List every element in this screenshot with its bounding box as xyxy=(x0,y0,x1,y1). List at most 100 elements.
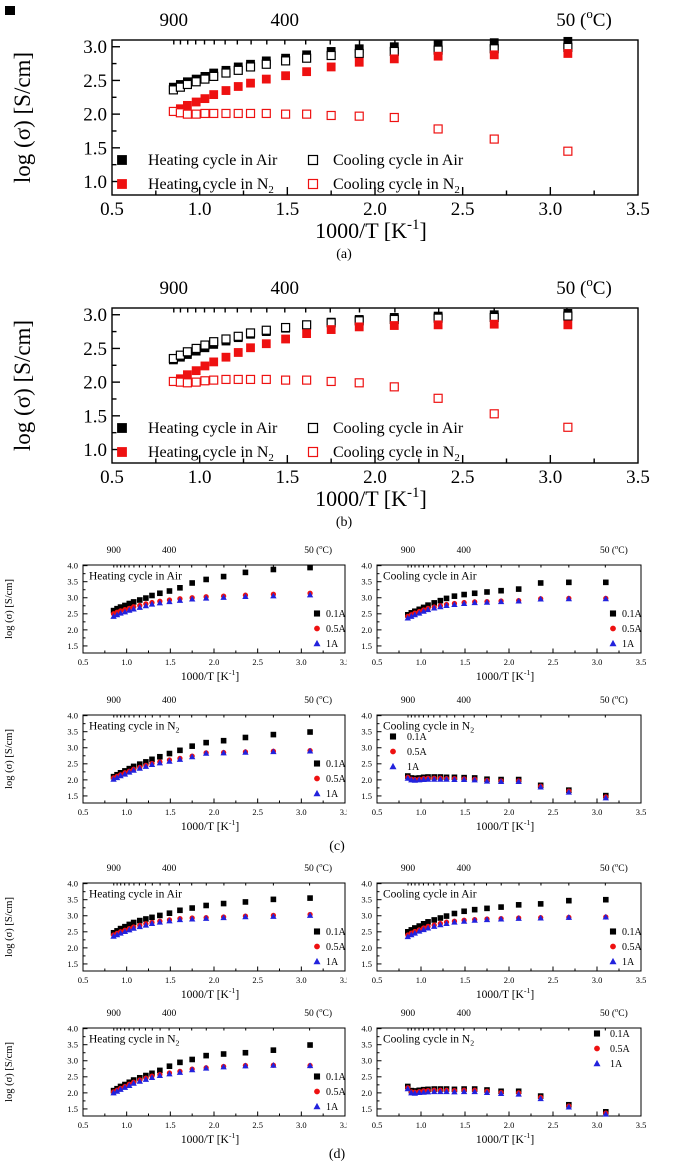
data-points-1a xyxy=(404,775,609,801)
y-axis-title: log (σ) [S/cm] xyxy=(10,52,35,183)
data-points-0-5a xyxy=(405,774,609,800)
legend-label: 0.1A xyxy=(326,609,347,620)
top-axis-label: 900 xyxy=(401,1009,416,1019)
y-tick-label: 4.0 xyxy=(67,561,78,571)
y-tick-label: 1.0 xyxy=(83,172,107,193)
top-axis-label: 50 (oC) xyxy=(600,1007,628,1019)
data-points-cooling-cycle-in-air xyxy=(168,42,573,95)
data-points-1a xyxy=(110,591,314,619)
legend-label: 0.5A xyxy=(326,624,347,635)
legend-label: Heating cycle in Air xyxy=(148,420,278,437)
top-axis-label: 50 (oC) xyxy=(556,7,612,31)
y-tick-label: 3.5 xyxy=(361,727,372,737)
caption-b: (b) xyxy=(336,515,353,530)
y-tick-label: 2.0 xyxy=(67,1088,78,1098)
y-tick-label: 3.0 xyxy=(83,305,107,326)
legend-label: 1A xyxy=(326,789,339,800)
top-axis-label: 900 xyxy=(401,864,416,874)
y-tick-label: 4.0 xyxy=(361,561,372,571)
legend: 0.1A 0.5A 1A xyxy=(389,732,428,773)
x-axis-title: 1000/T [K-1] xyxy=(476,668,534,683)
stray-square-marker-icon xyxy=(5,6,15,15)
x-tick-label: 2.5 xyxy=(548,657,559,667)
legend-label: Heating cycle in N2 xyxy=(148,176,274,196)
chart-d-2: 900 400 50 (oC) 0.5 1.0 1.5 2.0 2.5 3.0 3.5 1.5 2.0… xyxy=(361,862,646,1001)
panel-c: 900 400 50 (oC) 0.5 1.0 1.5 2.0 2.5 3.0 3.5 1.5 2.0… xyxy=(0,540,674,854)
x-tick-label: 1.0 xyxy=(416,807,427,817)
subplot-title: Heating cycle in Air xyxy=(89,889,182,901)
legend-label: 0.5A xyxy=(622,942,643,953)
top-axis-label: 900 xyxy=(107,546,122,556)
legend-label: 0.5A xyxy=(326,942,347,953)
x-tick-label: 2.5 xyxy=(451,199,475,220)
top-axis-label: 900 xyxy=(401,546,416,556)
y-tick-label: 3.5 xyxy=(361,895,372,905)
legend-label: 0.1A xyxy=(610,1029,631,1040)
y-tick-label: 2.0 xyxy=(67,943,78,953)
y-tick-label: 2.5 xyxy=(361,759,372,769)
x-tick-label: 1.5 xyxy=(460,975,471,985)
x-tick-label: 2.5 xyxy=(252,657,263,667)
legend-label: 0.5A xyxy=(610,1044,631,1055)
top-axis-label: 400 xyxy=(271,10,300,31)
axes xyxy=(82,1027,346,1117)
x-tick-label: 2.5 xyxy=(548,807,559,817)
top-axis-label: 400 xyxy=(457,696,472,706)
legend-label: 0.5A xyxy=(326,1087,347,1098)
x-tick-label: 3.5 xyxy=(626,199,650,220)
panel-d-row-2: 900 400 50 (oC) 0.5 1.0 1.5 2.0 2.5 3.0 3.5 1.5 2.0… xyxy=(0,1003,674,1148)
x-tick-label: 0.5 xyxy=(78,807,89,817)
y-tick-label: 4.0 xyxy=(361,879,372,889)
legend-label: Cooling cycle in Air xyxy=(333,152,464,169)
x-tick-label: 1.5 xyxy=(165,975,176,985)
top-axis-label: 900 xyxy=(401,696,416,706)
chart-d-4: 900 400 50 (oC) 0.5 1.0 1.5 2.0 2.5 3.0 3.5 1.5 2.0… xyxy=(361,1007,646,1146)
y-tick-label: 2.5 xyxy=(67,927,78,937)
y-tick-label: 3.5 xyxy=(67,1040,78,1050)
x-axis-title: 1000/T [K-1] xyxy=(181,668,239,683)
top-axis-label: 400 xyxy=(162,696,177,706)
top-axis-label: 50 (oC) xyxy=(556,275,612,299)
y-axis-title: log (σ) [S/cm] xyxy=(4,579,15,639)
data-points-1a xyxy=(110,1061,314,1096)
x-tick-label: 1.0 xyxy=(121,975,132,985)
y-tick-label: 2.0 xyxy=(361,1088,372,1098)
top-axis-label: 50 (oC) xyxy=(600,544,628,556)
x-axis-title: 1000/T [K-1] xyxy=(315,485,427,511)
subplot-title: Cooling cycle in Air xyxy=(383,889,477,901)
data-points-0-1a xyxy=(405,896,609,935)
top-axis xyxy=(113,715,311,718)
x-tick-label: 3.0 xyxy=(296,657,307,667)
x-tick-label: 2.0 xyxy=(209,807,220,817)
y-tick-label: 2.5 xyxy=(67,759,78,769)
legend: Heating cycle in Air Cooling cycle in Air… xyxy=(117,420,464,464)
y-tick-label: 4.0 xyxy=(67,711,78,721)
panel-c-row-1: 900 400 50 (oC) 0.5 1.0 1.5 2.0 2.5 3.0 3.5 1.5 2.0… xyxy=(0,540,674,690)
data-points-0-5a xyxy=(110,590,313,617)
legend-label: 0.1A xyxy=(326,759,347,770)
x-tick-label: 3.0 xyxy=(296,807,307,817)
y-tick-label: 3.0 xyxy=(67,593,78,603)
y-tick-label: 2.5 xyxy=(361,1072,372,1082)
y-tick-label: 3.0 xyxy=(361,911,372,921)
top-axis-label: 50 (oC) xyxy=(304,1007,332,1019)
x-tick-label: 2.0 xyxy=(209,975,220,985)
y-tick-label: 3.0 xyxy=(67,1056,78,1066)
chart-c-3: 900 400 50 (oC) 0.5 1.0 1.5 2.0 2.5 3.0 3.5 1.5 2.0… xyxy=(4,694,347,833)
x-tick-label: 0.5 xyxy=(100,467,124,488)
x-tick-label: 3.0 xyxy=(592,807,603,817)
x-tick-label: 3.0 xyxy=(592,657,603,667)
x-tick-label: 3.5 xyxy=(340,975,347,985)
x-tick-label: 2.5 xyxy=(548,975,559,985)
data-points-heating-cycle-in-air xyxy=(168,36,573,92)
legend: 0.1A 0.5A 1A xyxy=(313,927,347,968)
legend-label: 1A xyxy=(622,639,635,650)
y-axis-title: log (σ) [S/cm] xyxy=(10,320,35,451)
x-tick-label: 0.5 xyxy=(100,199,124,220)
x-axis-title: 1000/T [K-1] xyxy=(181,818,239,833)
legend-label: 0.5A xyxy=(407,747,428,758)
x-tick-label: 0.5 xyxy=(78,975,89,985)
y-tick-label: 2.0 xyxy=(67,775,78,785)
legend-label: 1A xyxy=(326,1102,339,1113)
data-points-1a xyxy=(404,913,609,940)
